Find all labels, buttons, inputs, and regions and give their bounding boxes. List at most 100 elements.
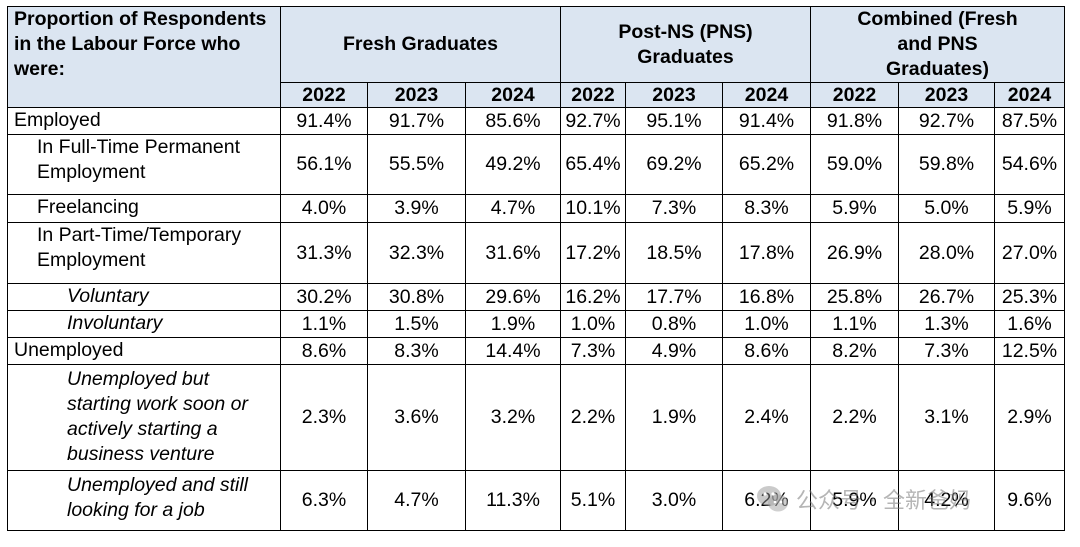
table-cell: 28.0% xyxy=(898,222,995,284)
table-cell: 30.2% xyxy=(280,283,368,311)
table-cell: 1.1% xyxy=(280,310,368,338)
year-header: 2022 xyxy=(560,82,626,108)
table-cell: 59.0% xyxy=(810,134,899,195)
year-header: 2024 xyxy=(994,82,1065,108)
table-cell: 54.6% xyxy=(994,134,1065,195)
table-cell: 6.2% xyxy=(722,470,811,531)
table-cell: 92.7% xyxy=(898,107,995,135)
table-cell: 2.9% xyxy=(994,364,1065,471)
table-cell: 26.9% xyxy=(810,222,899,284)
year-header: 2023 xyxy=(367,82,466,108)
table-cell: 92.7% xyxy=(560,107,626,135)
year-header: 2022 xyxy=(810,82,899,108)
row-label: Unemployed xyxy=(7,337,281,365)
table-cell: 1.9% xyxy=(465,310,561,338)
table-cell: 2.4% xyxy=(722,364,811,471)
table-cell: 69.2% xyxy=(625,134,723,195)
table-cell: 2.2% xyxy=(810,364,899,471)
table-cell: 3.1% xyxy=(898,364,995,471)
table-cell: 1.3% xyxy=(898,310,995,338)
table-cell: 6.3% xyxy=(280,470,368,531)
table-cell: 10.1% xyxy=(560,194,626,223)
table-cell: 16.2% xyxy=(560,283,626,311)
employment-outcomes-table: Proportion of Respondents in the Labour … xyxy=(7,6,1065,531)
table-cell: 65.2% xyxy=(722,134,811,195)
table-cell: 26.7% xyxy=(898,283,995,311)
year-header: 2023 xyxy=(898,82,995,108)
row-label: Unemployed but starting work soon or act… xyxy=(7,364,281,471)
table-cell: 31.3% xyxy=(280,222,368,284)
row-label: Voluntary xyxy=(7,283,281,311)
table-cell: 49.2% xyxy=(465,134,561,195)
row-label: Unemployed and still looking for a job xyxy=(7,470,281,531)
table-cell: 56.1% xyxy=(280,134,368,195)
table-cell: 91.4% xyxy=(722,107,811,135)
table-cell: 7.3% xyxy=(898,337,995,365)
table-cell: 27.0% xyxy=(994,222,1065,284)
header-group-row: Proportion of Respondents in the Labour … xyxy=(7,6,1065,108)
table-cell: 8.3% xyxy=(367,337,466,365)
table-cell: 30.8% xyxy=(367,283,466,311)
table-cell: 91.7% xyxy=(367,107,466,135)
table-cell: 4.7% xyxy=(465,194,561,223)
table-cell: 16.8% xyxy=(722,283,811,311)
table-cell: 5.9% xyxy=(994,194,1065,223)
table-cell: 85.6% xyxy=(465,107,561,135)
employment-table-container: Proportion of Respondents in the Labour … xyxy=(7,6,1065,531)
table-cell: 91.4% xyxy=(280,107,368,135)
row-label: Involuntary xyxy=(7,310,281,338)
table-cell: 87.5% xyxy=(994,107,1065,135)
year-header: 2023 xyxy=(625,82,723,108)
table-cell: 12.5% xyxy=(994,337,1065,365)
table-cell: 17.7% xyxy=(625,283,723,311)
table-cell: 5.9% xyxy=(810,194,899,223)
table-cell: 91.8% xyxy=(810,107,899,135)
table-cell: 5.1% xyxy=(560,470,626,531)
group-header-fresh: Fresh Graduates xyxy=(280,6,561,83)
table-cell: 1.1% xyxy=(810,310,899,338)
table-cell: 14.4% xyxy=(465,337,561,365)
row-label: Employed xyxy=(7,107,281,135)
row-label: In Full-Time Permanent Employment xyxy=(7,134,281,195)
table-cell: 1.0% xyxy=(722,310,811,338)
row-label: In Part-Time/Temporary Employment xyxy=(7,222,281,284)
table-cell: 1.9% xyxy=(625,364,723,471)
table-cell: 9.6% xyxy=(994,470,1065,531)
table-cell: 3.2% xyxy=(465,364,561,471)
table-cell: 95.1% xyxy=(625,107,723,135)
year-header: 2024 xyxy=(465,82,561,108)
table-cell: 5.9% xyxy=(810,470,899,531)
row-label: Freelancing xyxy=(7,194,281,223)
table-cell: 2.3% xyxy=(280,364,368,471)
table-cell: 17.8% xyxy=(722,222,811,284)
table-cell: 29.6% xyxy=(465,283,561,311)
table-cell: 65.4% xyxy=(560,134,626,195)
table-row: Unemployed and still looking for a job 6… xyxy=(7,470,1065,531)
table-row: In Part-Time/Temporary Employment 31.3% … xyxy=(7,222,1065,284)
year-header: 2022 xyxy=(280,82,368,108)
table-row: Freelancing 4.0% 3.9% 4.7% 10.1% 7.3% 8.… xyxy=(7,194,1065,223)
table-cell: 5.0% xyxy=(898,194,995,223)
table-cell: 8.6% xyxy=(280,337,368,365)
table-cell: 4.9% xyxy=(625,337,723,365)
group-header-combined: Combined (Fresh and PNS Graduates) xyxy=(810,6,1065,83)
table-cell: 2.2% xyxy=(560,364,626,471)
table-row: Voluntary 30.2% 30.8% 29.6% 16.2% 17.7% … xyxy=(7,283,1065,311)
table-cell: 1.0% xyxy=(560,310,626,338)
table-cell: 7.3% xyxy=(560,337,626,365)
header-year-row: 2022 2023 2024 2022 2023 2024 2022 2023 … xyxy=(8,82,1065,108)
table-cell: 59.8% xyxy=(898,134,995,195)
corner-header: Proportion of Respondents in the Labour … xyxy=(7,6,281,108)
table-cell: 3.0% xyxy=(625,470,723,531)
table-cell: 31.6% xyxy=(465,222,561,284)
table-row: Involuntary 1.1% 1.5% 1.9% 1.0% 0.8% 1.0… xyxy=(7,310,1065,338)
table-row: Employed 91.4% 91.7% 85.6% 92.7% 95.1% 9… xyxy=(7,107,1065,135)
table-cell: 4.7% xyxy=(367,470,466,531)
table-row: In Full-Time Permanent Employment 56.1% … xyxy=(7,134,1065,195)
table-cell: 17.2% xyxy=(560,222,626,284)
table-cell: 8.2% xyxy=(810,337,899,365)
table-cell: 7.3% xyxy=(625,194,723,223)
table-cell: 55.5% xyxy=(367,134,466,195)
table-cell: 3.9% xyxy=(367,194,466,223)
table-cell: 3.6% xyxy=(367,364,466,471)
